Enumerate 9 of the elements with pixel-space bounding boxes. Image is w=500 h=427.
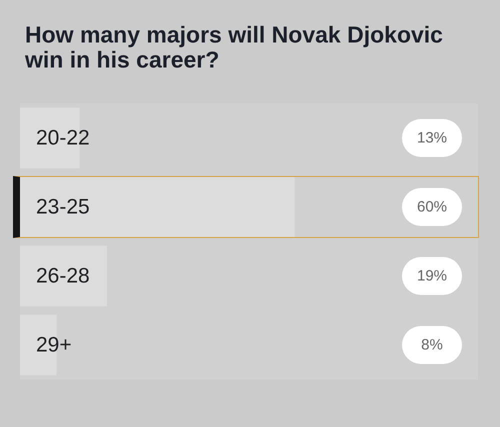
data-label: 13% [416, 130, 448, 146]
y-tick-label: 20-22 [36, 126, 90, 150]
y-tick-label: 23-25 [36, 196, 90, 218]
chart-title: How many majors will Novak Djokovic win in his career? [24, 22, 450, 72]
data-label: 8% [421, 336, 443, 354]
data-label: 19% [416, 268, 448, 284]
data-label: 60% [416, 198, 448, 216]
y-tick-label: 26-28 [36, 264, 90, 288]
y-tick-label: 29+ [36, 334, 72, 356]
